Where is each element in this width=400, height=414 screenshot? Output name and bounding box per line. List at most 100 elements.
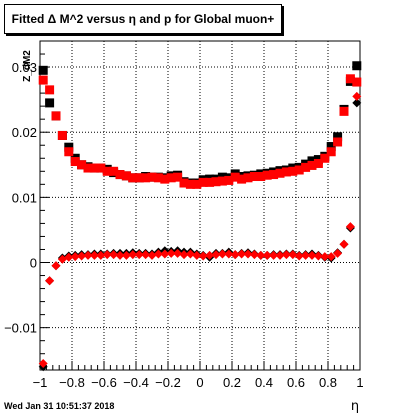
y-tick-label: −0.01	[4, 321, 37, 336]
data-point-square	[320, 153, 330, 163]
data-point-square	[326, 142, 336, 152]
grid	[40, 41, 360, 370]
x-axis-label: η	[351, 399, 359, 414]
data-point-square	[294, 165, 304, 175]
data-point-diamond	[288, 250, 298, 260]
data-point-diamond	[185, 249, 195, 259]
data-point-diamond	[313, 251, 323, 261]
data-point-diamond	[160, 249, 170, 259]
data-point-square	[249, 172, 259, 182]
x-tick-label: −1	[33, 375, 48, 390]
data-point-square	[307, 160, 317, 170]
x-tick-labels: −1 −0.8 −0.6 −0.4 −0.2 0 0.2 0.4 0.6 0.8 1	[33, 375, 364, 390]
x-tick-label: −0.8	[59, 375, 85, 390]
x-tick-label: 0	[196, 375, 203, 390]
data-point-square	[141, 173, 151, 183]
data-point-diamond	[333, 248, 343, 258]
data-point-diamond	[281, 250, 291, 260]
data-point-square	[211, 177, 221, 187]
data-point-square	[192, 179, 202, 189]
data-point-diamond	[77, 251, 87, 261]
data-point-square	[281, 167, 291, 177]
data-point-diamond	[198, 251, 208, 261]
data-point-square	[89, 163, 99, 173]
data-points	[38, 61, 362, 372]
data-point-square	[109, 166, 119, 176]
x-tick-label: 0.6	[287, 375, 305, 390]
data-point-square	[64, 142, 74, 152]
y-tick-label: 0.01	[12, 190, 37, 205]
y-tick-label: 0.02	[12, 125, 37, 140]
data-point-diamond	[269, 250, 279, 260]
data-point-square	[102, 166, 112, 176]
data-point-square	[352, 77, 362, 87]
data-point-diamond	[211, 250, 221, 260]
data-point-square	[77, 160, 87, 170]
data-point-diamond	[230, 250, 240, 260]
data-point-diamond	[89, 250, 99, 260]
chart-title: Fitted Δ M^2 versus η and p for Global m…	[4, 4, 282, 34]
data-point-diamond	[64, 252, 74, 262]
data-point-diamond	[109, 250, 119, 260]
data-point-square	[262, 170, 272, 180]
data-point-square	[230, 172, 240, 182]
data-point-square	[198, 177, 208, 187]
data-point-square	[153, 173, 163, 183]
data-point-diamond	[307, 250, 317, 260]
data-point-diamond	[38, 358, 48, 368]
x-tick-label: −0.4	[123, 375, 149, 390]
data-point-diamond	[249, 250, 259, 260]
data-point-square	[256, 172, 266, 182]
data-point-diamond	[345, 222, 355, 232]
data-point-square	[179, 178, 189, 188]
data-point-diamond	[275, 250, 285, 260]
data-point-diamond	[166, 248, 176, 258]
data-point-diamond	[96, 250, 106, 260]
data-point-square	[307, 156, 317, 166]
footer-timestamp: Wed Jan 31 10:51:37 2018	[4, 401, 115, 411]
data-point-diamond	[83, 250, 93, 260]
data-point-diamond	[205, 250, 215, 260]
data-point-square	[166, 173, 176, 183]
data-point-square	[345, 74, 355, 84]
data-point-diamond	[173, 248, 183, 258]
data-point-diamond	[352, 98, 362, 108]
data-point-square	[352, 61, 362, 71]
data-point-square	[96, 163, 106, 173]
x-tick-label: 0.8	[319, 375, 337, 390]
data-point-diamond	[217, 249, 227, 259]
data-point-diamond	[128, 250, 138, 260]
data-point-diamond	[339, 239, 349, 249]
data-point-square	[333, 137, 343, 147]
data-point-diamond	[153, 249, 163, 259]
x-tick-label: −0.2	[155, 375, 181, 390]
data-point-square	[333, 132, 343, 142]
data-point-square	[64, 147, 74, 157]
data-point-square	[83, 163, 93, 173]
data-point-square	[115, 170, 125, 180]
data-point-diamond	[301, 250, 311, 260]
data-point-square	[313, 158, 323, 168]
data-point-diamond	[121, 250, 131, 260]
data-point-diamond	[102, 250, 112, 260]
data-point-square	[243, 173, 253, 183]
data-point-square	[275, 168, 285, 178]
data-point-diamond	[51, 261, 61, 271]
data-point-square	[147, 172, 157, 182]
data-point-square	[57, 130, 67, 140]
data-point-diamond	[147, 250, 157, 260]
data-point-diamond	[352, 91, 362, 101]
data-point-square	[288, 166, 298, 176]
data-point-diamond	[224, 249, 234, 259]
x-tick-label: 1	[356, 375, 363, 390]
data-point-square	[45, 98, 55, 108]
y-tick-label: 0.03	[12, 60, 37, 75]
data-point-diamond	[237, 249, 247, 259]
data-point-square	[38, 75, 48, 85]
data-point-square	[128, 173, 138, 183]
data-point-square	[237, 174, 247, 184]
data-point-square	[173, 172, 183, 182]
data-point-square	[45, 85, 55, 95]
data-point-square	[217, 176, 227, 186]
